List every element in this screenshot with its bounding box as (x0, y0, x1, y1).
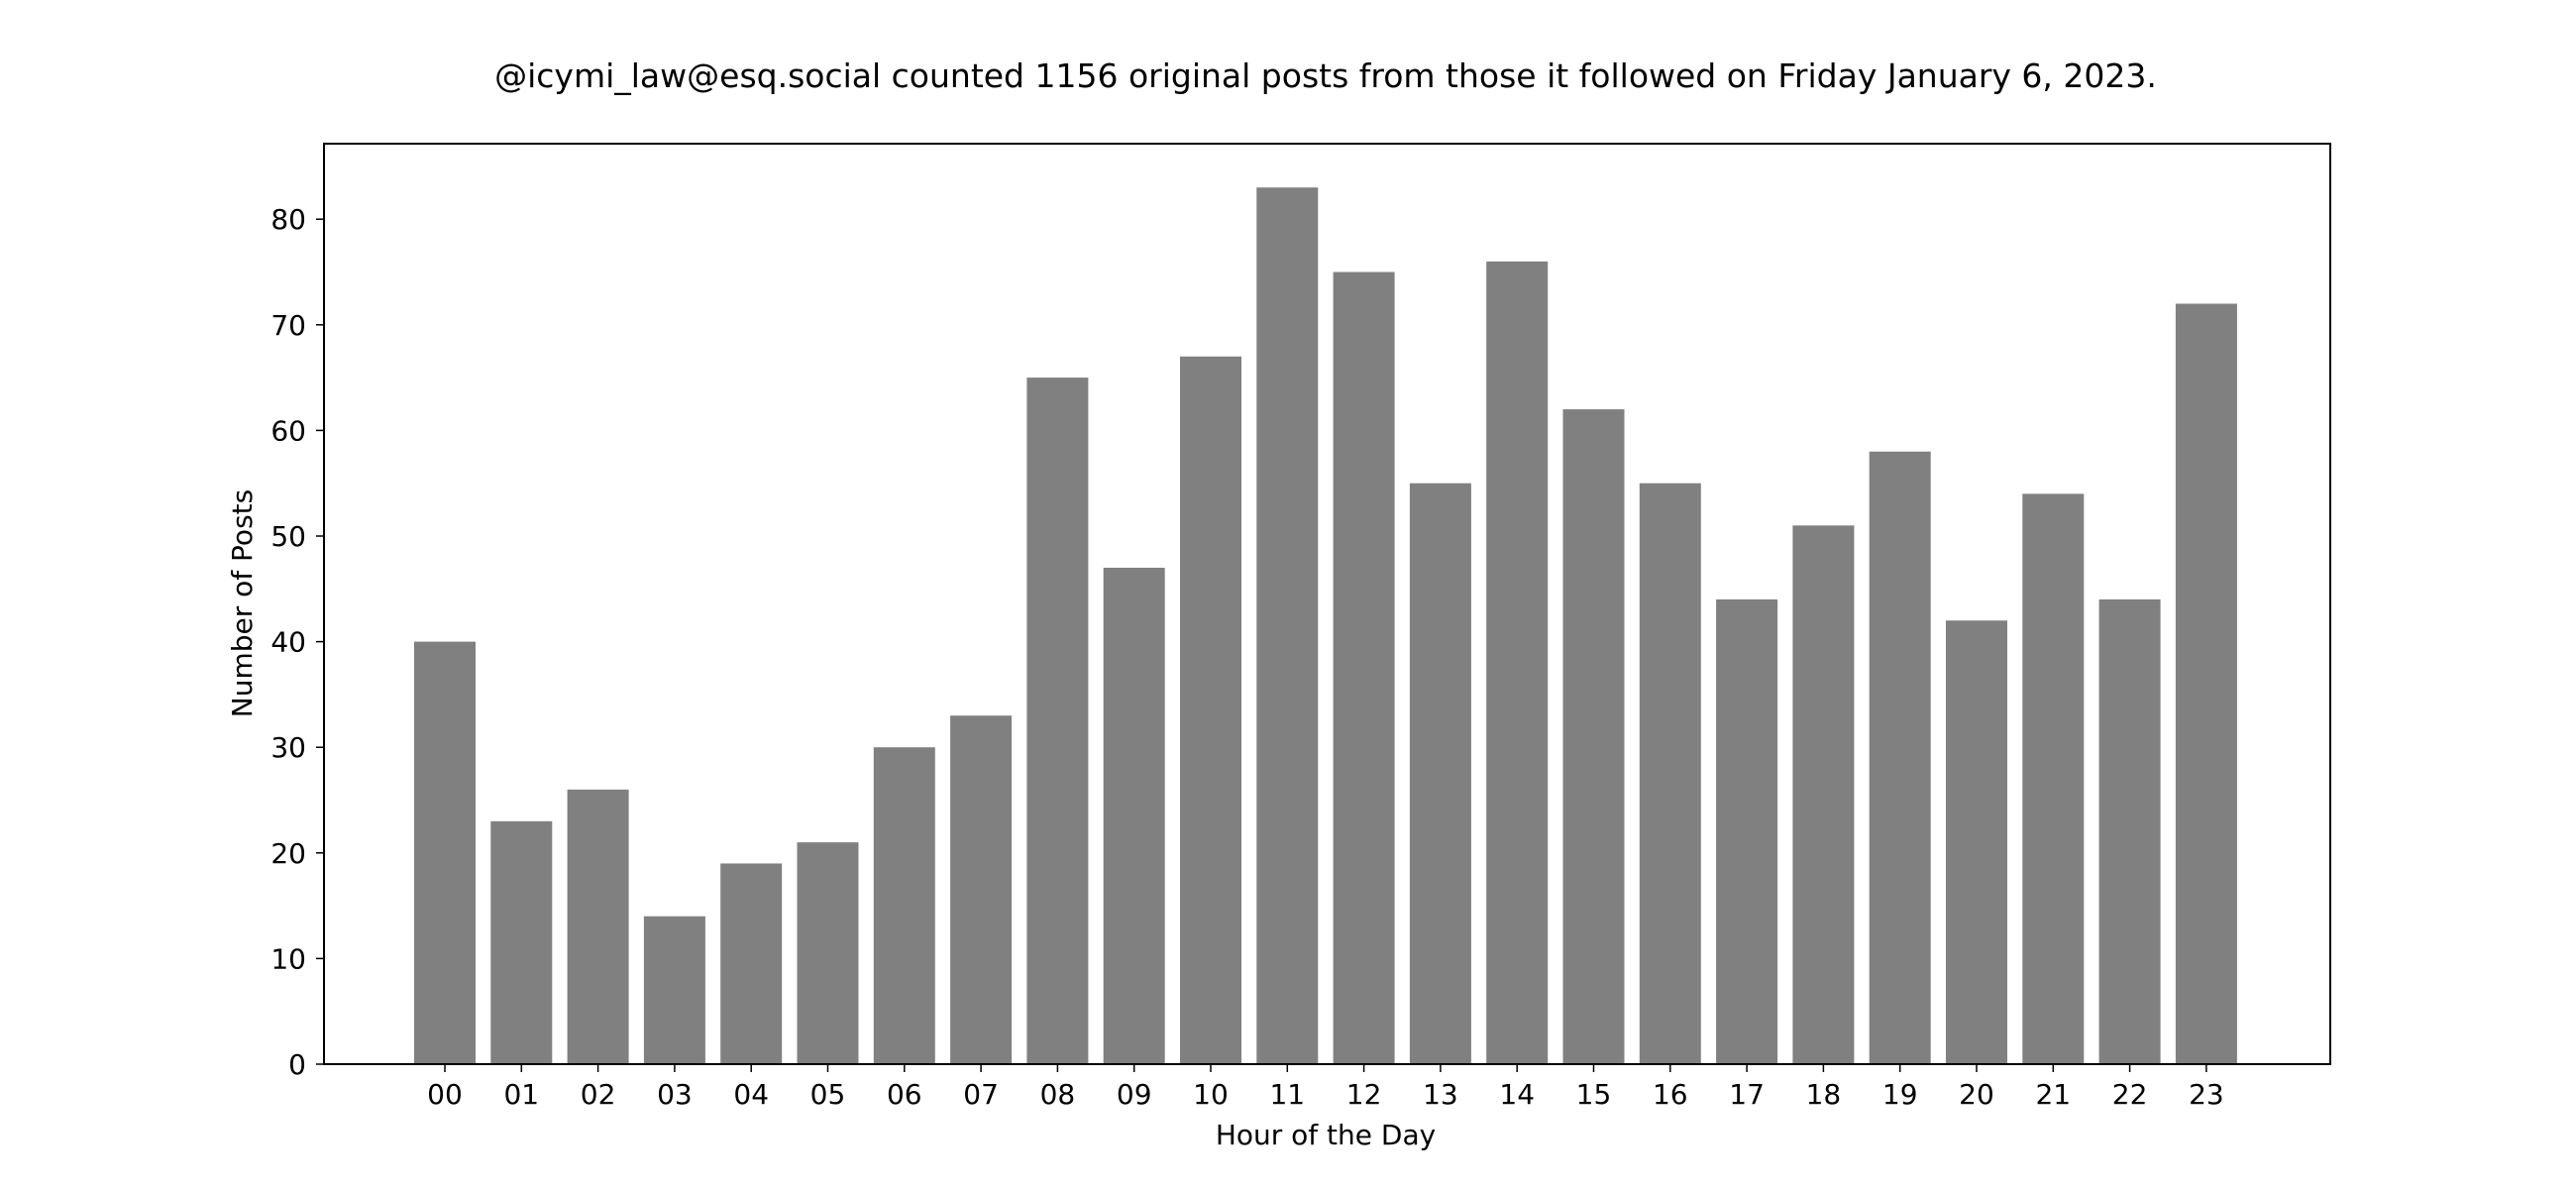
x-tick-label: 19 (1882, 1078, 1918, 1111)
bar-13 (1409, 483, 1471, 1065)
y-tick-label: 80 (270, 203, 306, 236)
bar-16 (1639, 483, 1701, 1065)
bar-08 (1026, 378, 1089, 1064)
y-tick-label: 10 (270, 942, 306, 975)
bar-20 (1946, 620, 2007, 1064)
x-tick-label: 18 (1806, 1078, 1842, 1111)
x-tick-label: 16 (1653, 1078, 1688, 1111)
x-tick-label: 06 (887, 1078, 922, 1111)
x-tick-label: 09 (1117, 1078, 1152, 1111)
y-axis-label: Number of Posts (226, 489, 259, 717)
bar-04 (720, 863, 783, 1064)
x-tick-label: 20 (1959, 1078, 1994, 1111)
bar-14 (1486, 261, 1549, 1064)
x-tick-label: 21 (2035, 1078, 2071, 1111)
x-tick-label: 12 (1346, 1078, 1382, 1111)
bar-00 (414, 641, 476, 1064)
y-tick-label: 70 (270, 309, 306, 342)
x-tick-label: 23 (2189, 1078, 2224, 1111)
y-tick-label: 0 (288, 1048, 306, 1081)
x-tick-label: 00 (427, 1078, 463, 1111)
chart-title: @icymi_law@esq.social counted 1156 origi… (494, 56, 2157, 95)
y-tick-label: 50 (270, 520, 306, 553)
bar-22 (2098, 598, 2161, 1064)
bar-10 (1180, 356, 1241, 1064)
bar-05 (797, 842, 859, 1064)
bar-19 (1869, 451, 1931, 1065)
y-tick-label: 60 (270, 414, 306, 447)
bar-11 (1256, 187, 1319, 1065)
y-axis-ticks: 0 10 20 30 40 50 60 70 80 (270, 203, 324, 1081)
y-tick-label: 20 (270, 837, 306, 870)
x-axis-ticks: 00 01 02 03 04 05 06 07 08 09 10 11 12 13 14 15 16 17 18 19… (427, 1064, 2224, 1111)
bar-07 (950, 715, 1013, 1064)
x-tick-label: 10 (1193, 1078, 1229, 1111)
x-tick-label: 08 (1040, 1078, 1076, 1111)
bar-01 (490, 820, 553, 1064)
x-tick-label: 04 (733, 1078, 769, 1111)
x-tick-label: 03 (657, 1078, 693, 1111)
bar-02 (567, 789, 629, 1064)
bar-03 (643, 916, 705, 1064)
x-axis-label: Hour of the Day (1216, 1119, 1436, 1151)
x-tick-label: 22 (2112, 1078, 2148, 1111)
bar-18 (1792, 525, 1855, 1064)
bar-06 (873, 747, 935, 1064)
plot-frame (323, 143, 2331, 1065)
x-tick-label: 15 (1576, 1078, 1612, 1111)
x-tick-label: 11 (1269, 1078, 1305, 1111)
bar-15 (1562, 409, 1625, 1065)
bar-12 (1333, 271, 1395, 1064)
bars (414, 187, 2237, 1065)
bar-09 (1103, 567, 1165, 1064)
bar-23 (2175, 303, 2237, 1064)
y-tick-label: 30 (270, 731, 306, 764)
x-tick-label: 17 (1729, 1078, 1765, 1111)
x-tick-label: 13 (1423, 1078, 1458, 1111)
x-tick-label: 02 (581, 1078, 616, 1111)
bar-21 (2022, 493, 2085, 1064)
x-tick-label: 05 (810, 1078, 846, 1111)
y-tick-label: 40 (270, 626, 306, 659)
x-tick-label: 07 (963, 1078, 999, 1111)
x-tick-label: 14 (1499, 1078, 1535, 1111)
x-tick-label: 01 (503, 1078, 539, 1111)
bar-17 (1716, 598, 1778, 1064)
